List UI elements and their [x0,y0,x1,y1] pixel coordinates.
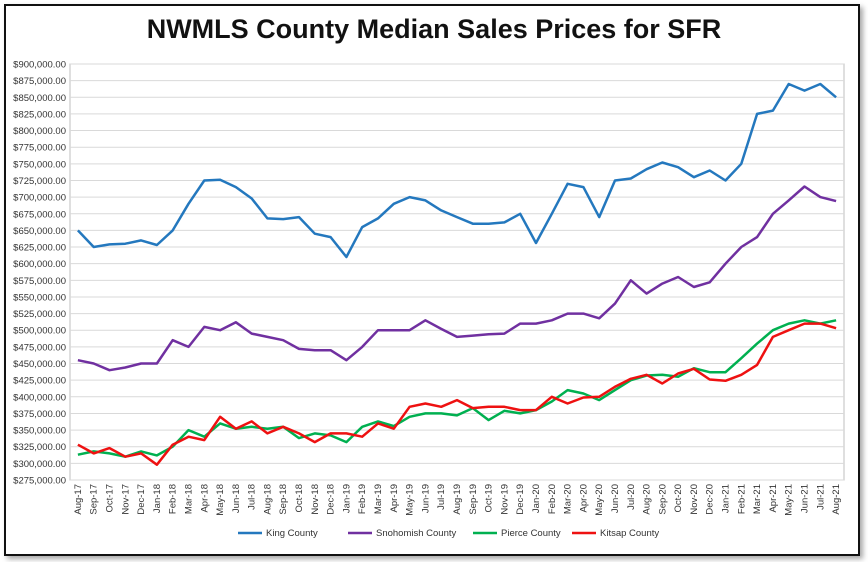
x-tick-label: Jul-18 [247,484,258,510]
x-tick-label: Sep-20 [657,484,668,515]
x-tick-label: Nov-17 [120,484,131,515]
y-tick-label: $550,000.00 [13,292,66,303]
x-tick-label: Aug-20 [642,484,653,515]
y-tick-label: $300,000.00 [13,459,66,470]
x-tick-label: Nov-20 [689,484,700,515]
x-tick-label: May-21 [784,484,795,516]
legend-label: Pierce County [501,528,561,539]
series-line [77,319,837,458]
x-tick-label: Dec-19 [515,484,526,515]
x-tick-label: Jan-20 [531,484,542,513]
x-tick-label: Apr-19 [389,484,400,513]
series-line [77,185,837,372]
x-tick-label: Dec-17 [136,484,147,515]
x-tick-label: Jun-20 [610,484,621,513]
x-tick-label: Mar-21 [752,484,763,514]
x-tick-label: Jul-21 [815,484,826,510]
x-tick-label: Jul-20 [626,484,637,510]
y-tick-label: $850,000.00 [13,93,66,104]
x-tick-label: Apr-21 [768,484,779,513]
y-tick-label: $800,000.00 [13,126,66,137]
y-tick-label: $600,000.00 [13,259,66,270]
x-tick-label: May-19 [405,484,416,516]
x-tick-label: Feb-19 [357,484,368,514]
x-tick-label: Mar-20 [563,484,574,514]
x-tick-label: Jan-21 [721,484,732,513]
x-tick-label: Aug-18 [262,484,273,515]
x-tick-label: Jun-18 [231,484,242,513]
x-tick-label: Aug-19 [452,484,463,515]
y-tick-label: $625,000.00 [13,243,66,254]
y-tick-label: $325,000.00 [13,442,66,453]
x-tick-label: Oct-19 [484,484,495,513]
y-tick-label: $750,000.00 [13,159,66,170]
y-tick-label: $525,000.00 [13,309,66,320]
legend-label: King County [266,528,318,539]
y-tick-label: $350,000.00 [13,426,66,437]
y-tick-label: $725,000.00 [13,176,66,187]
x-tick-label: Dec-20 [705,484,716,515]
y-tick-label: $450,000.00 [13,359,66,370]
series-line [76,82,837,259]
x-tick-label: Nov-19 [499,484,510,515]
x-tick-label: Jan-19 [341,484,352,513]
y-tick-label: $400,000.00 [13,392,66,403]
x-tick-label: May-18 [215,484,226,516]
x-tick-label: Mar-19 [373,484,384,514]
x-tick-label: Sep-18 [278,484,289,515]
x-tick-label: Aug-21 [831,484,842,515]
x-tick-label: Oct-18 [294,484,305,513]
x-tick-label: Feb-20 [547,484,558,514]
y-tick-label: $825,000.00 [13,109,66,120]
x-tick-label: Nov-18 [310,484,321,515]
y-tick-label: $475,000.00 [13,342,66,353]
x-tick-label: Dec-18 [326,484,337,515]
y-tick-label: $775,000.00 [13,143,66,154]
y-tick-label: $500,000.00 [13,326,66,337]
x-tick-label: Jan-18 [152,484,163,513]
chart-title: NWMLS County Median Sales Prices for SFR [146,14,722,44]
y-tick-label: $275,000.00 [13,476,66,487]
x-tick-label: Oct-17 [104,484,115,513]
x-tick-label: Aug-17 [73,484,84,515]
y-tick-label: $650,000.00 [13,226,66,237]
x-tick-label: Sep-19 [468,484,479,515]
x-tick-label: Oct-20 [673,484,684,513]
x-tick-label: May-20 [594,484,605,516]
x-tick-label: Apr-20 [578,484,589,513]
plot-area [69,63,845,481]
series-line [77,322,837,466]
x-tick-label: Apr-18 [199,484,210,513]
x-tick-label: Jun-21 [800,484,811,513]
legend-label: Snohomish County [376,528,457,539]
x-tick-label: Feb-21 [736,484,747,514]
x-tick-label: Jul-19 [436,484,447,510]
y-tick-label: $700,000.00 [13,193,66,204]
y-tick-label: $675,000.00 [13,209,66,220]
x-tick-label: Sep-17 [89,484,100,515]
x-tick-label: Feb-18 [168,484,179,514]
y-tick-label: $875,000.00 [13,76,66,87]
x-tick-label: Jun-19 [420,484,431,513]
legend-label: Kitsap County [600,528,659,539]
x-tick-label: Mar-18 [183,484,194,514]
y-tick-label: $425,000.00 [13,376,66,387]
y-tick-label: $575,000.00 [13,276,66,287]
y-tick-label: $900,000.00 [13,60,66,71]
y-tick-label: $375,000.00 [13,409,66,420]
